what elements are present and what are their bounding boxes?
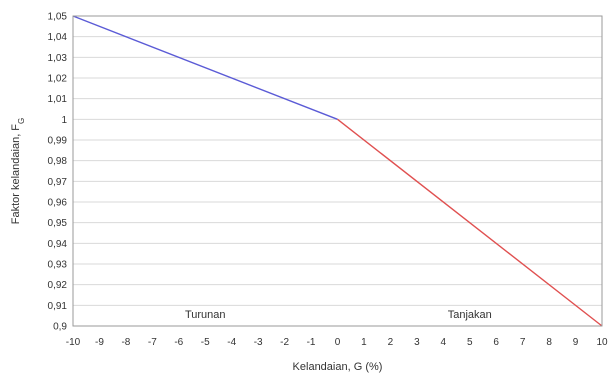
y-tick-label: 1,03 xyxy=(48,53,68,64)
x-tick-label: -5 xyxy=(201,337,210,348)
x-tick-label: -7 xyxy=(148,337,157,348)
y-tick-label: 1,01 xyxy=(48,94,68,105)
y-tick-label: 1,04 xyxy=(48,32,68,43)
y-tick-label: 0,95 xyxy=(48,218,68,229)
x-tick-label: 10 xyxy=(596,337,608,348)
x-tick-label: 2 xyxy=(388,337,394,348)
y-tick-label: 0,93 xyxy=(48,260,68,271)
series-line-1 xyxy=(337,118,603,327)
x-tick-label: 3 xyxy=(414,337,420,348)
y-tick-label: 0,94 xyxy=(48,239,68,250)
y-tick-label: 1,02 xyxy=(48,74,68,85)
annotation-label-1: Tanjakan xyxy=(448,309,492,321)
x-axis-ticks: -10 -9 -8 -7 -6 -5 -4 -3 -2 -1 0 1 2 3 4 5 6 7 8 9 10 xyxy=(66,337,608,348)
y-tick-label: 0,99 xyxy=(48,136,68,147)
series-line-0 xyxy=(72,15,338,120)
x-tick-label: -9 xyxy=(95,337,104,348)
y-axis-ticks: 0,9 0,91 0,92 0,93 0,94 0,95 0,96 0,97 0,98 0,99 1… xyxy=(48,12,68,333)
series-lines xyxy=(72,15,603,327)
x-tick-label: -4 xyxy=(227,337,236,348)
x-tick-label: -2 xyxy=(280,337,289,348)
y-tick-label: 0,91 xyxy=(48,301,68,312)
y-tick-label: 0,92 xyxy=(48,280,68,291)
y-tick-label: 0,96 xyxy=(48,198,68,209)
y-axis-title-main: Faktor kelandaian, F xyxy=(10,124,22,225)
x-tick-label: -10 xyxy=(66,337,81,348)
y-axis-title: Faktor kelandaian, FG xyxy=(10,118,26,225)
plot-area-frame xyxy=(72,15,603,327)
x-tick-label: -1 xyxy=(307,337,316,348)
x-tick-label: 7 xyxy=(520,337,526,348)
y-axis-title-subscript: G xyxy=(17,118,26,124)
y-tick-label: 0,98 xyxy=(48,156,68,167)
annotations: Turunan Tanjakan xyxy=(185,309,492,321)
y-tick-label: 1,05 xyxy=(48,12,68,23)
x-tick-label: -6 xyxy=(174,337,183,348)
x-tick-label: 6 xyxy=(493,337,499,348)
x-tick-label: 4 xyxy=(441,337,447,348)
y-tick-label: 0,97 xyxy=(48,177,68,188)
y-tick-label: 1 xyxy=(61,115,67,126)
x-tick-label: 0 xyxy=(335,337,341,348)
y-tick-label: 0,9 xyxy=(53,322,67,333)
x-tick-label: 8 xyxy=(546,337,552,348)
x-tick-label: 1 xyxy=(361,337,367,348)
x-axis-title: Kelandaian, G (%) xyxy=(293,361,383,373)
annotation-label-0: Turunan xyxy=(185,309,226,321)
grid xyxy=(73,15,602,327)
x-tick-label: -3 xyxy=(254,337,263,348)
x-tick-label: -8 xyxy=(121,337,130,348)
x-tick-label: 9 xyxy=(573,337,579,348)
x-tick-label: 5 xyxy=(467,337,473,348)
